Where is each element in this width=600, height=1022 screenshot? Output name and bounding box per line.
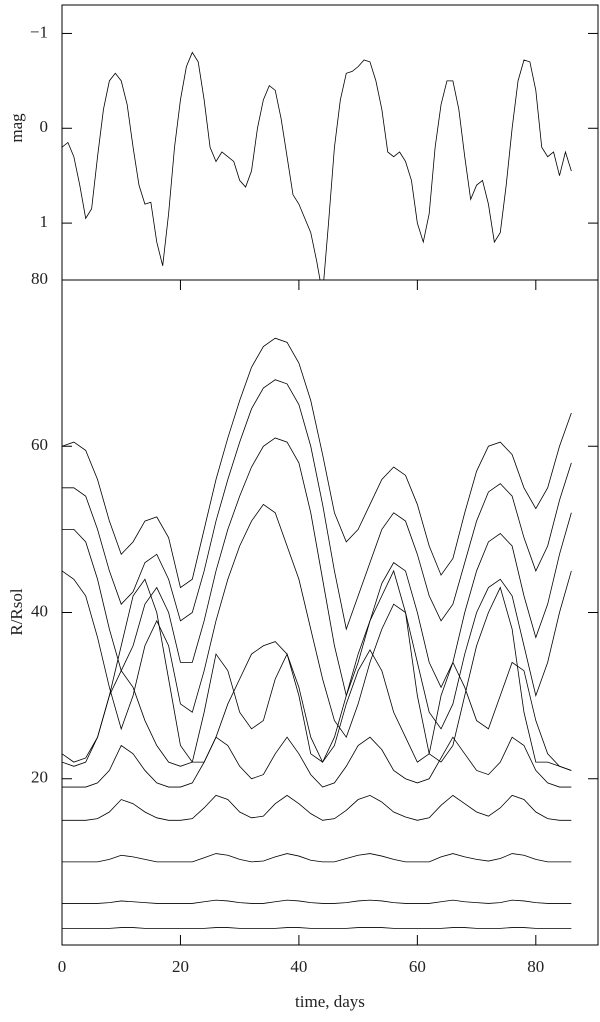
y-axis-label: mag — [7, 113, 26, 143]
data-line — [62, 927, 572, 929]
y-tick-label: 20 — [31, 768, 48, 787]
data-line — [62, 379, 572, 631]
y-tick-label: 80 — [31, 269, 48, 288]
data-line — [62, 337, 572, 589]
y-tick-label: 1 — [40, 212, 49, 231]
data-line — [62, 503, 572, 739]
data-line — [62, 437, 572, 698]
y-tick-label: 60 — [31, 435, 48, 454]
x-tick-label: 80 — [527, 957, 544, 976]
x-tick-label: 20 — [172, 957, 189, 976]
y-tick-label: 0 — [40, 117, 49, 136]
data-line — [62, 899, 572, 904]
x-axis-label: time, days — [295, 992, 365, 1011]
y-axis-label: R/Rsol — [7, 588, 26, 636]
data-line — [62, 853, 572, 863]
x-tick-label: 60 — [409, 957, 426, 976]
data-line — [62, 794, 572, 821]
y-tick-label: −1 — [30, 22, 48, 41]
data-line — [62, 649, 572, 771]
data-line — [62, 736, 572, 788]
y-tick-label: 40 — [31, 601, 48, 620]
x-tick-label: 0 — [58, 957, 67, 976]
data-line — [62, 569, 572, 771]
data-line — [62, 51, 572, 280]
top-panel-frame — [61, 4, 599, 281]
x-tick-label: 40 — [290, 957, 307, 976]
